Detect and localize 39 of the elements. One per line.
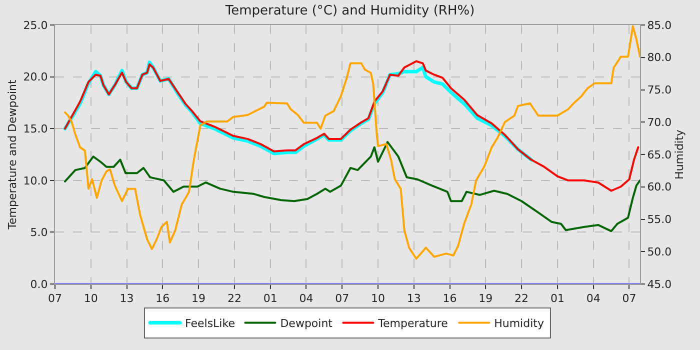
x-tick-label: 13 <box>406 292 421 306</box>
y2-tick-label: 55.0 <box>647 213 672 226</box>
y2-tick-label: 85.0 <box>647 18 672 32</box>
x-tick-label: 16 <box>442 292 457 306</box>
y2-tick-label: 65.0 <box>647 148 672 162</box>
x-tick-label: 16 <box>156 292 170 306</box>
x-tick-label: 01 <box>263 292 278 306</box>
y2-axis-title: Humidity <box>672 129 686 180</box>
y-tick-label: 25.0 <box>23 18 48 32</box>
y2-tick-label: 70.0 <box>647 116 672 129</box>
x-tick-label: 04 <box>299 292 314 306</box>
legend-label: Temperature <box>377 317 448 330</box>
y2-tick-label: 60.0 <box>647 180 672 194</box>
x-tick-label: 07 <box>48 292 62 306</box>
x-tick-label: 07 <box>335 292 350 306</box>
x-tick-label: 19 <box>192 292 206 306</box>
y2-tick-label: 75.0 <box>647 84 672 97</box>
y2-tick-label: 80.0 <box>647 51 672 64</box>
y-tick-label: 15.0 <box>23 122 48 136</box>
y-axis-title: Temperature and Dewpoint <box>6 78 19 230</box>
x-tick-label: 01 <box>550 292 564 306</box>
x-tick-label: 07 <box>622 292 636 306</box>
y-tick-label: 0.0 <box>30 278 48 291</box>
y-tick-label: 10.0 <box>23 174 48 188</box>
chart-title: Temperature (°C) and Humidity (RH%) <box>224 3 475 18</box>
x-tick-label: 04 <box>586 292 600 306</box>
legend-label: Dewpoint <box>280 317 334 330</box>
legend-label: FeelsLike <box>185 317 236 330</box>
x-tick-label: 19 <box>478 292 493 306</box>
legend-label: Humidity <box>494 317 544 330</box>
x-tick-label: 10 <box>371 292 386 306</box>
x-tick-label: 22 <box>514 292 529 306</box>
x-tick-label: 22 <box>227 292 242 306</box>
y-tick-label: 5.0 <box>30 226 48 240</box>
x-tick-label: 13 <box>120 292 134 306</box>
y2-tick-label: 50.0 <box>647 245 672 258</box>
x-tick-label: 10 <box>84 292 98 306</box>
y-tick-label: 20.0 <box>23 70 48 84</box>
y2-tick-label: 45.0 <box>647 278 672 291</box>
